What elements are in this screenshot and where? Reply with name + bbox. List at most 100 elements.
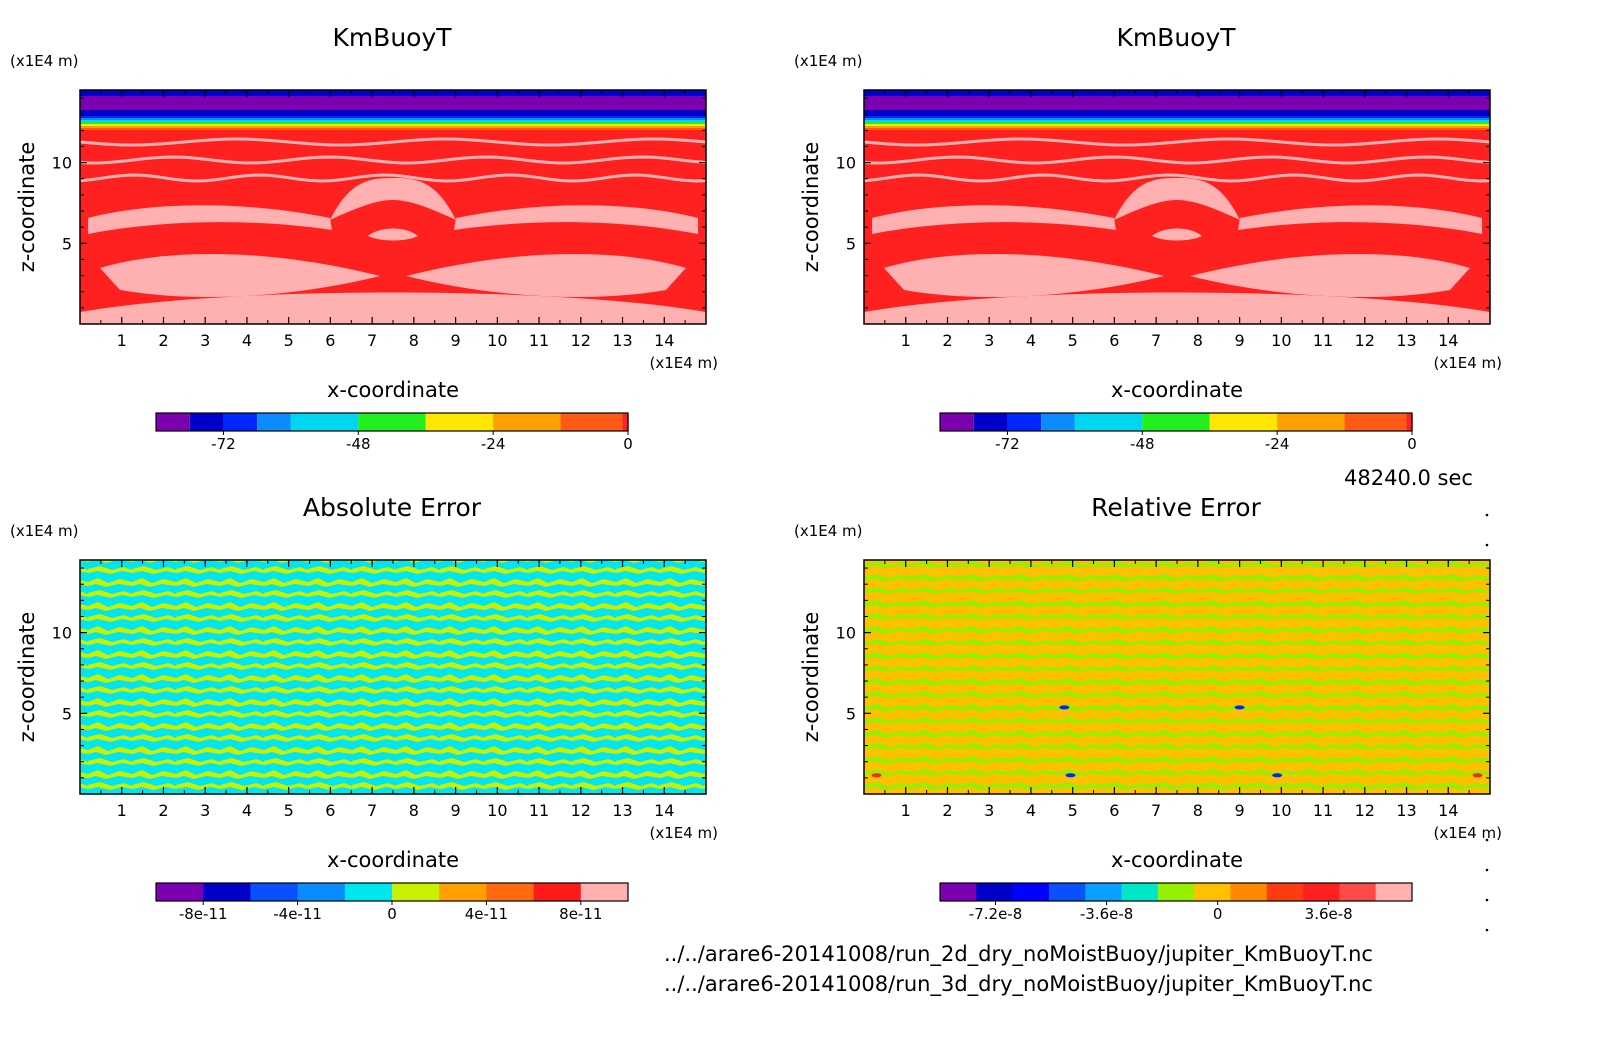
x-tick-label: 2: [942, 801, 952, 820]
y-axis-label: z-coordinate: [799, 142, 823, 273]
y-axis-label: z-coordinate: [15, 142, 39, 273]
field-contours: [864, 560, 1490, 794]
colorbar-swatch: [1303, 883, 1340, 901]
colorbar-swatch: [973, 413, 1008, 431]
contour-band-9: [80, 128, 706, 130]
colorbar-swatch: [1375, 883, 1413, 901]
y-unit-label: (x1E4 m): [794, 522, 863, 540]
colorbar: -72 -48 -24 0: [939, 412, 1417, 453]
x-tick-label: 10: [487, 331, 507, 350]
colorbar-tick-label: 3.6e-8: [1305, 905, 1353, 923]
y-tick-label: 10: [836, 154, 856, 173]
contour-streak-2: [80, 173, 706, 183]
colorbar-tick-label: 0: [1213, 905, 1223, 923]
x-tick-label: 8: [1193, 801, 1203, 820]
colorbar-tick-label: -48: [346, 435, 371, 453]
x-tick-label: 8: [1193, 331, 1203, 350]
x-tick-label: 7: [1151, 801, 1161, 820]
y-unit-label: (x1E4 m): [10, 52, 79, 70]
chart-title: Absolute Error: [303, 493, 482, 522]
field-contours: [80, 560, 706, 794]
time-label: 48240.0 sec: [1344, 466, 1473, 490]
contour-region-4: [1190, 253, 1470, 298]
contour-region-1: [88, 205, 332, 234]
colorbar-swatch: [439, 883, 487, 901]
y-axis-label: z-coordinate: [15, 612, 39, 743]
contour-streak-0: [864, 137, 1490, 147]
colorbar-tick-label: -4e-11: [273, 905, 322, 923]
x-tick-label: 6: [1109, 801, 1119, 820]
colorbar-frame: [939, 412, 1413, 432]
colorbar-swatch: [1277, 413, 1345, 431]
colorbar-tick-label: 0: [1407, 435, 1417, 453]
colorbar-swatch: [1041, 413, 1075, 431]
x-tick-label: 3: [200, 331, 210, 350]
x-axis-label: x-coordinate: [327, 848, 459, 872]
x-tick-label: 1: [901, 801, 911, 820]
colorbar-swatch: [1157, 883, 1195, 901]
contour-band-7: [864, 124, 1490, 126]
y-unit-label: (x1E4 m): [794, 52, 863, 70]
edge-dot-0: [1485, 513, 1489, 517]
colorbar-swatch: [297, 883, 346, 901]
edge-dot-5: [1485, 928, 1489, 932]
x-tick-label: 6: [325, 331, 335, 350]
y-tick-label: 5: [846, 704, 856, 723]
contour-streak-1: [864, 155, 1490, 165]
colorbar-swatch: [1209, 413, 1278, 431]
x-axis-label: x-coordinate: [1111, 848, 1243, 872]
x-tick-label: 4: [1026, 331, 1036, 350]
contour-region-0: [1114, 178, 1240, 220]
contour-region-6: [1152, 228, 1202, 241]
contour-region-2: [1238, 205, 1482, 234]
y-tick-label: 10: [52, 624, 72, 643]
x-tick-label: 14: [1438, 331, 1458, 350]
x-tick-label: 12: [1355, 331, 1375, 350]
colorbar: -8e-11 -4e-11 0 4e-11 8e-11: [155, 882, 629, 923]
x-tick-label: 4: [242, 801, 252, 820]
colorbar-swatch: [1406, 413, 1412, 431]
y-tick-label: 10: [52, 154, 72, 173]
x-tick-label: 5: [284, 801, 294, 820]
contour-band-3: [864, 116, 1490, 118]
chart-title: Relative Error: [1091, 493, 1261, 522]
x-tick-label: 3: [984, 801, 994, 820]
colorbar-swatch: [1344, 413, 1407, 431]
colorbar-swatch: [1142, 413, 1210, 431]
colorbar: -7.2e-8 -3.6e-8 0 3.6e-8: [939, 882, 1413, 923]
contour-region-6: [368, 228, 418, 241]
x-tick-label: 9: [451, 331, 461, 350]
x-tick-label: 6: [1109, 331, 1119, 350]
colorbar-swatch: [156, 413, 190, 431]
colorbar-swatch: [1266, 883, 1304, 901]
x-axis-label: x-coordinate: [1111, 378, 1243, 402]
colorbar-frame: [155, 412, 629, 432]
x-tick-label: 13: [1396, 331, 1416, 350]
y-tick-label: 5: [62, 704, 72, 723]
colorbar-tick-label: 0: [623, 435, 633, 453]
x-tick-label: 10: [1271, 331, 1291, 350]
contour-band-8: [864, 126, 1490, 128]
x-tick-label: 12: [1355, 801, 1375, 820]
contour-band-5: [80, 120, 706, 122]
chart-title: KmBuoyT: [1116, 23, 1236, 52]
colorbar-swatch: [976, 883, 1014, 901]
colorbar-swatch: [940, 883, 977, 901]
edge-dot-3: [1485, 868, 1489, 872]
edge-dot-2: [1485, 838, 1489, 842]
x-tick-label: 11: [1313, 801, 1333, 820]
x-tick-label: 1: [117, 801, 127, 820]
colorbar-swatch: [358, 413, 426, 431]
contour-band-2: [864, 110, 1490, 116]
x-tick-label: 11: [529, 801, 549, 820]
colorbar-swatch: [392, 883, 440, 901]
contour-band-2: [80, 110, 706, 116]
contour-band-8: [80, 126, 706, 128]
colorbar-swatch: [580, 883, 629, 901]
contour-band-4: [864, 118, 1490, 120]
colorbar-swatch: [250, 883, 299, 901]
colorbar-swatch: [560, 413, 623, 431]
x-tick-label: 9: [1235, 331, 1245, 350]
chart-panel-2: KmBuoyT(x1E4 m)1 2 3 4 5 6 7 8 9 10 11 12 13 14510(x1…: [794, 23, 1502, 453]
